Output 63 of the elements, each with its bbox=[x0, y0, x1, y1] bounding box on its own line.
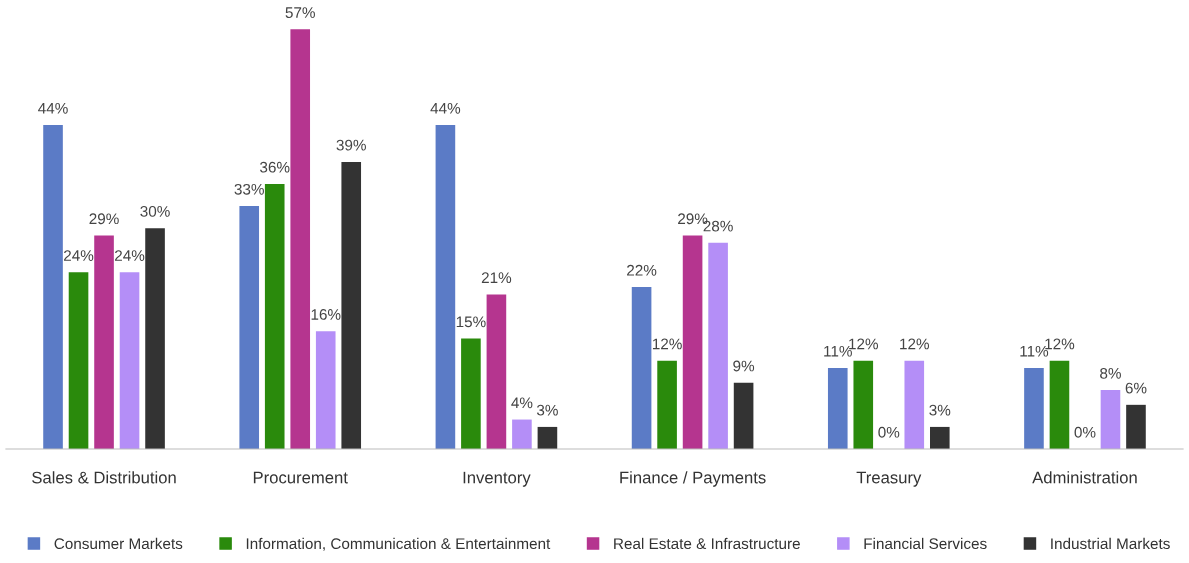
data-label: 39% bbox=[336, 139, 366, 151]
data-label: 12% bbox=[900, 338, 930, 350]
bar bbox=[1126, 404, 1146, 449]
data-label: 9% bbox=[733, 360, 755, 372]
bar bbox=[435, 125, 456, 449]
data-label: 24% bbox=[64, 250, 94, 261]
data-label: 57% bbox=[285, 7, 315, 19]
data-label: 24% bbox=[115, 250, 145, 261]
x-tick-label: Inventory bbox=[463, 471, 531, 487]
bar bbox=[853, 360, 874, 449]
data-label: 0% bbox=[1074, 426, 1096, 438]
bar bbox=[486, 294, 507, 449]
x-tick-label: Treasury bbox=[856, 471, 922, 487]
bar bbox=[512, 419, 532, 449]
bar bbox=[145, 228, 165, 449]
data-label: 15% bbox=[456, 316, 486, 328]
x-tick-label: Administration bbox=[1032, 471, 1137, 484]
bar bbox=[1100, 390, 1121, 449]
bar bbox=[264, 183, 285, 449]
legend-label: Industrial Markets bbox=[1051, 537, 1170, 550]
bar bbox=[290, 29, 311, 449]
legend-label: Information, Communication & Entertainment bbox=[246, 537, 551, 551]
bar bbox=[119, 272, 140, 449]
bar bbox=[315, 331, 336, 449]
bar bbox=[708, 242, 728, 449]
legend-label: Real Estate & Infrastructure bbox=[614, 537, 800, 550]
bar bbox=[68, 272, 89, 449]
x-tick-label: Finance / Payments bbox=[620, 471, 766, 487]
bar bbox=[537, 426, 558, 449]
bar bbox=[341, 161, 362, 449]
x-tick-label: Sales & Distribution bbox=[32, 471, 176, 484]
data-label: 6% bbox=[1125, 382, 1147, 394]
data-label: 44% bbox=[430, 102, 461, 114]
data-label: 0% bbox=[878, 426, 900, 438]
data-label: 44% bbox=[38, 102, 68, 114]
bar bbox=[94, 235, 114, 449]
bar bbox=[733, 382, 754, 449]
data-label: 8% bbox=[1100, 367, 1121, 379]
data-label: 36% bbox=[260, 161, 290, 173]
data-label: 29% bbox=[89, 213, 119, 225]
data-label: 21% bbox=[481, 272, 512, 283]
bar bbox=[929, 426, 950, 449]
bar bbox=[827, 368, 848, 449]
bar bbox=[1024, 368, 1044, 449]
bar bbox=[43, 125, 63, 449]
bar bbox=[1049, 360, 1070, 449]
data-label: 16% bbox=[311, 309, 341, 320]
bar bbox=[239, 206, 260, 449]
bar bbox=[631, 287, 652, 449]
x-tick-label: Procurement bbox=[253, 471, 348, 484]
bar bbox=[682, 235, 703, 449]
data-label: 33% bbox=[234, 183, 264, 195]
data-label: 12% bbox=[652, 338, 682, 350]
bar bbox=[904, 360, 925, 449]
data-label: 3% bbox=[536, 404, 558, 416]
data-label: 4% bbox=[511, 397, 533, 409]
legend-label: Consumer Markets bbox=[54, 537, 183, 550]
bar bbox=[657, 360, 677, 449]
bar bbox=[461, 338, 481, 449]
legend-label: Financial Services bbox=[864, 537, 987, 550]
data-label: 22% bbox=[627, 264, 657, 276]
data-label: 30% bbox=[140, 205, 170, 217]
data-label: 3% bbox=[929, 404, 951, 416]
